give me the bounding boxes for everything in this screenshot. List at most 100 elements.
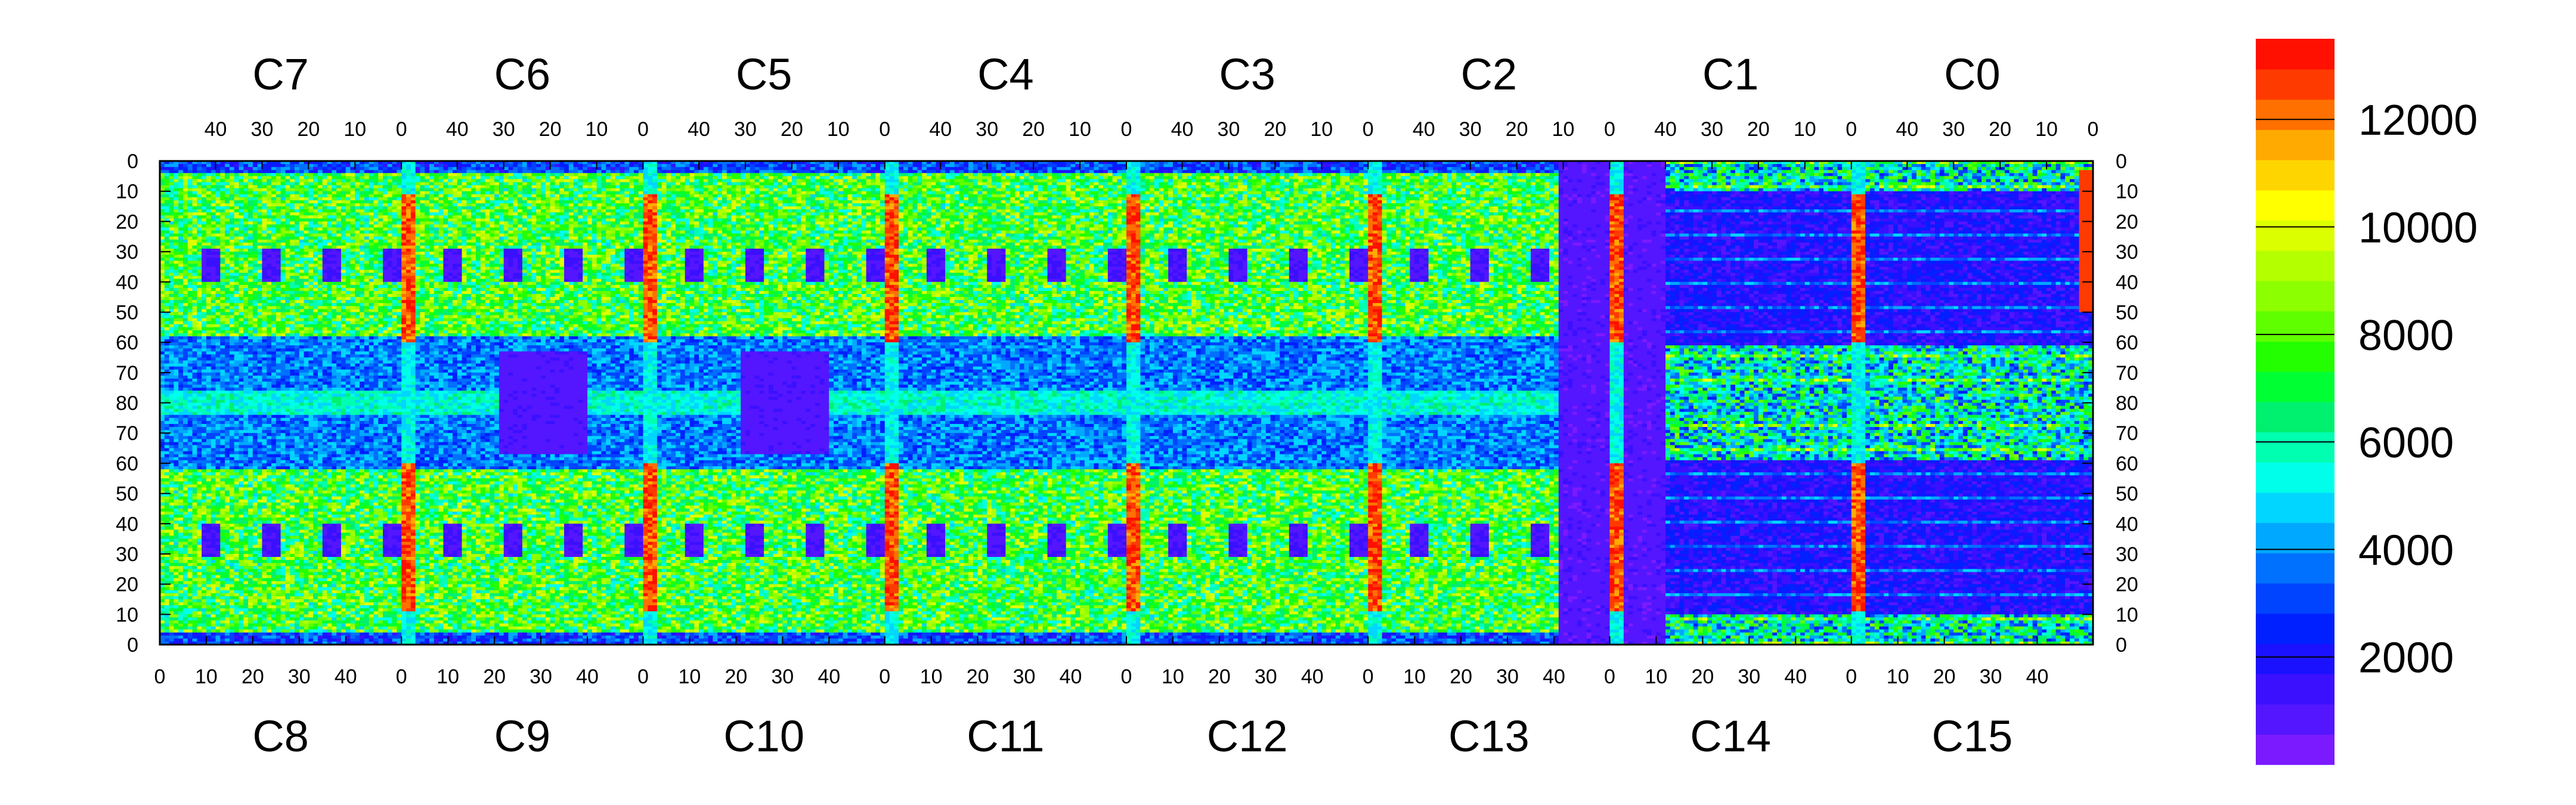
heatmap-cell <box>1833 170 1838 174</box>
heatmap-cell <box>439 173 444 177</box>
heatmap-cell <box>193 176 197 179</box>
heatmap-cell <box>1563 176 1568 179</box>
heatmap-cell <box>2028 173 2033 177</box>
heatmap-cell <box>555 164 559 168</box>
heatmap-cell <box>448 164 453 168</box>
heatmap-cell <box>1991 167 1996 171</box>
heatmap-cell <box>973 179 978 182</box>
heatmap-cell <box>555 167 559 171</box>
heatmap-cell <box>434 164 439 168</box>
heatmap-cell <box>1326 173 1331 177</box>
heatmap-cell <box>248 170 253 174</box>
heatmap-cell <box>1210 173 1215 177</box>
heatmap-cell <box>1624 170 1628 174</box>
heatmap-cell <box>355 164 360 168</box>
heatmap-cell <box>1647 170 1652 174</box>
heatmap-cell <box>847 167 852 171</box>
heatmap-cell <box>871 176 875 179</box>
heatmap-cell <box>875 179 880 182</box>
heatmap-cell <box>1930 173 1935 177</box>
heatmap-cell <box>1865 173 1870 177</box>
heatmap-cell <box>1075 173 1080 177</box>
heatmap-cell <box>285 176 290 179</box>
heatmap-cell <box>1294 170 1299 174</box>
heatmap-cell <box>1628 176 1633 179</box>
heatmap-cell <box>1396 170 1401 174</box>
heatmap-cell <box>518 167 522 171</box>
heatmap-cell <box>1991 164 1996 168</box>
heatmap-cell <box>657 176 662 179</box>
heatmap-cell <box>1745 176 1750 179</box>
heatmap-cell <box>383 167 388 171</box>
heatmap-cell <box>810 170 815 174</box>
heatmap-cell <box>1517 176 1522 179</box>
heatmap-cell <box>364 167 369 171</box>
heatmap-cell <box>276 170 281 174</box>
heatmap-cell <box>1391 176 1396 179</box>
heatmap-cell <box>1243 170 1247 174</box>
heatmap-cell <box>1587 164 1592 168</box>
heatmap-cell <box>1814 170 1819 174</box>
heatmap-cell <box>838 176 843 179</box>
heatmap-cell <box>689 176 694 179</box>
heatmap-cell <box>2046 167 2051 171</box>
heatmap-cell <box>1061 167 1066 171</box>
heatmap-cell <box>304 179 309 182</box>
heatmap-cell <box>1298 170 1303 174</box>
heatmap-cell <box>764 170 769 174</box>
heatmap-cell <box>383 179 388 182</box>
heatmap-cell <box>401 167 406 171</box>
heatmap-cell <box>1020 176 1024 179</box>
heatmap-cell <box>429 176 434 179</box>
heatmap-cell <box>1205 173 1210 177</box>
heatmap-cell <box>1916 167 1921 171</box>
heatmap-cell <box>1145 170 1150 174</box>
heatmap-cell <box>1113 164 1117 168</box>
heatmap-cell <box>769 176 773 179</box>
heatmap-cell <box>1740 167 1745 171</box>
heatmap-cell <box>1749 173 1754 177</box>
heatmap-cell <box>815 173 820 177</box>
heatmap-cell <box>1336 173 1340 177</box>
heatmap-cell <box>360 176 364 179</box>
heatmap-cell <box>1140 170 1145 174</box>
heatmap-cell <box>1331 167 1336 171</box>
heatmap-cell <box>843 173 848 177</box>
heatmap-cell <box>1340 164 1345 168</box>
heatmap-cell <box>174 179 178 182</box>
heatmap-cell <box>569 173 574 177</box>
heatmap-cell <box>685 173 690 177</box>
heatmap-cell <box>299 164 304 168</box>
heatmap-cell <box>1963 164 1968 168</box>
heatmap-cell <box>211 176 216 179</box>
heatmap-cell <box>406 167 411 171</box>
heatmap-cell <box>197 179 202 182</box>
heatmap-cell <box>1921 170 1926 174</box>
heatmap-cell <box>1061 173 1066 177</box>
heatmap-cell <box>1712 176 1717 179</box>
heatmap-cell <box>509 179 513 182</box>
heatmap-cell <box>643 170 648 174</box>
heatmap-cell <box>476 173 481 177</box>
heatmap-cell <box>1684 167 1689 171</box>
heatmap-cell <box>652 179 657 182</box>
heatmap-cell <box>1735 170 1740 174</box>
heatmap-cell <box>1637 167 1642 171</box>
heatmap-cell <box>1289 173 1294 177</box>
heatmap-cell <box>1131 176 1136 179</box>
heatmap-cell <box>569 179 574 182</box>
heatmap-cell <box>1298 164 1303 168</box>
heatmap-cell <box>1233 173 1238 177</box>
heatmap-cell <box>1726 173 1730 177</box>
heatmap-cell <box>178 179 183 182</box>
heatmap-cell <box>336 176 341 179</box>
heatmap-cell <box>1489 164 1494 168</box>
heatmap-cell <box>964 164 968 168</box>
heatmap-cell <box>1252 176 1256 179</box>
heatmap-cell <box>383 176 388 179</box>
heatmap-cell <box>383 164 388 168</box>
heatmap-cell <box>1981 173 1986 177</box>
heatmap-cell <box>504 179 509 182</box>
heatmap-cell <box>476 164 481 168</box>
heatmap-cell <box>1875 170 1880 174</box>
